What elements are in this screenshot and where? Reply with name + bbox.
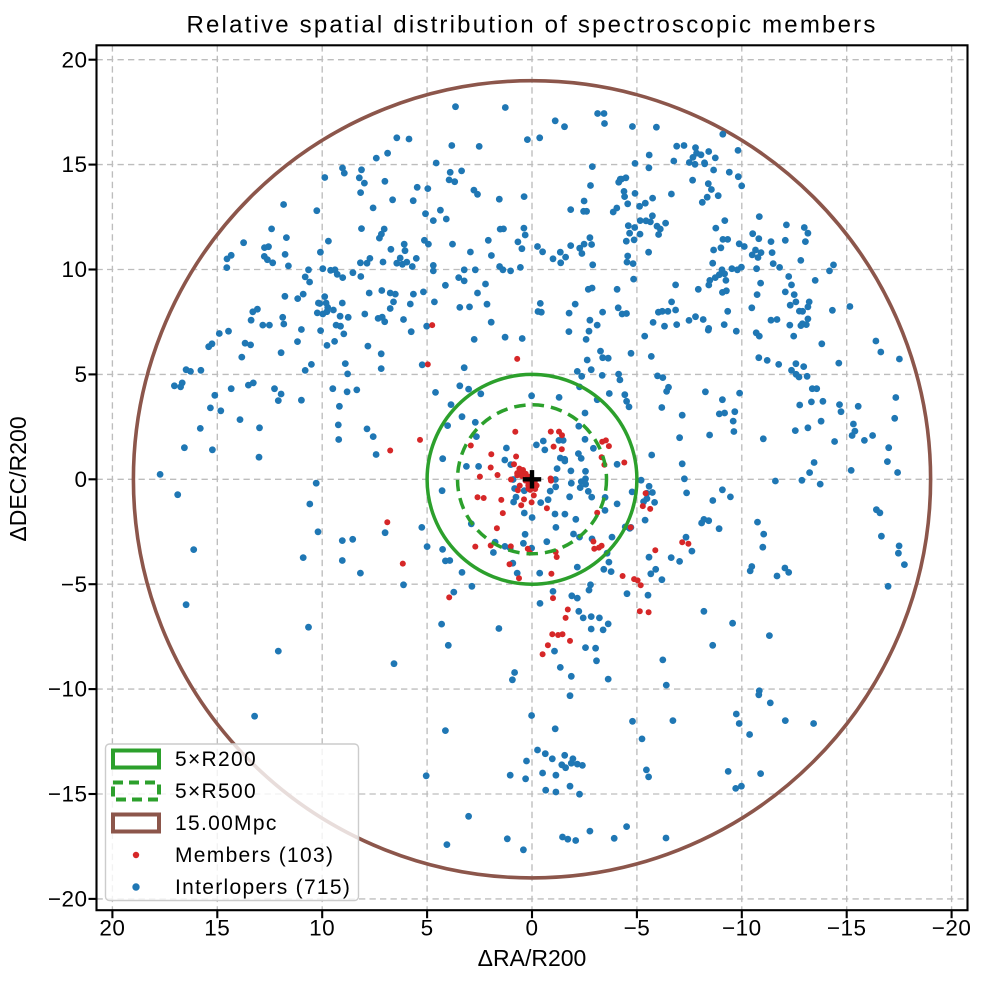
svg-text:10: 10 [309, 916, 335, 941]
svg-text:0: 0 [525, 916, 538, 941]
svg-text:5×R200: 5×R200 [175, 748, 257, 771]
svg-text:0: 0 [74, 467, 87, 492]
svg-text:−5: −5 [624, 916, 651, 941]
svg-text:5: 5 [74, 362, 87, 387]
svg-text:5: 5 [421, 916, 434, 941]
svg-text:20: 20 [99, 916, 125, 941]
svg-text:−10: −10 [722, 916, 762, 941]
svg-text:20: 20 [61, 47, 87, 72]
svg-text:5×R500: 5×R500 [175, 780, 257, 803]
svg-text:ΔDEC/R200: ΔDEC/R200 [5, 416, 31, 541]
svg-text:−10: −10 [48, 677, 88, 702]
svg-text:15.00Mpc: 15.00Mpc [175, 812, 278, 835]
svg-text:15: 15 [61, 152, 87, 177]
svg-text:10: 10 [61, 257, 87, 282]
svg-text:−15: −15 [48, 782, 88, 807]
svg-text:−15: −15 [827, 916, 867, 941]
svg-text:Members (103): Members (103) [175, 844, 334, 867]
svg-text:−20: −20 [48, 887, 88, 912]
svg-text:Relative spatial distribution: Relative spatial distribution of spectro… [186, 11, 877, 38]
svg-text:−5: −5 [61, 572, 88, 597]
svg-text:ΔRA/R200: ΔRA/R200 [478, 945, 587, 971]
svg-text:Interlopers (715): Interlopers (715) [175, 876, 351, 899]
svg-text:−20: −20 [932, 916, 972, 941]
svg-text:15: 15 [204, 916, 230, 941]
